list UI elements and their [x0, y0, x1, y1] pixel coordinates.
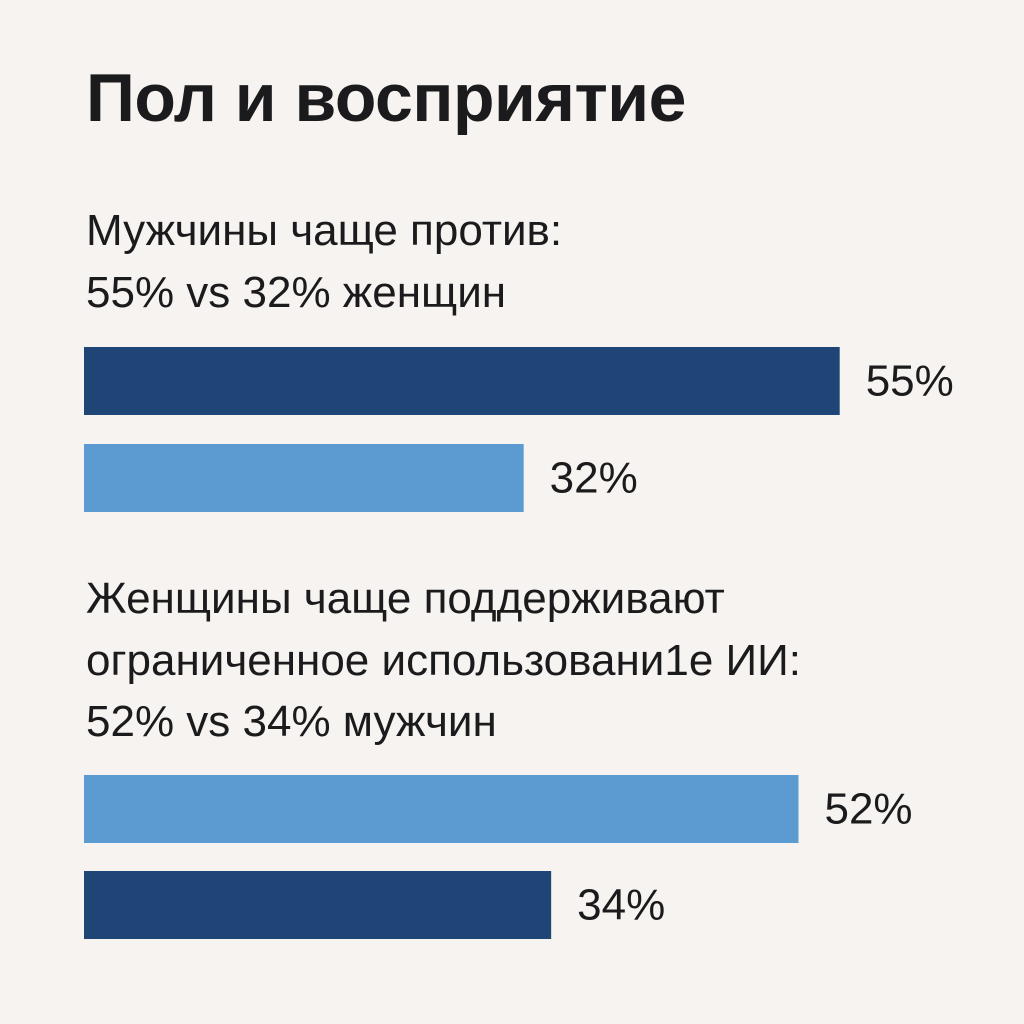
chart-2-subtitle-line: 52% vs 34% мужчин — [86, 697, 497, 747]
chart-1-subtitle-line: Мужчины чаще против: — [86, 206, 563, 255]
bar — [84, 347, 840, 415]
chart-1-subtitle: Мужчины чаще против: 55% vs 32% женщин — [86, 200, 562, 323]
chart-2-subtitle-line: Женщины чаще поддерживают — [86, 574, 725, 623]
chart-1-subtitle-line: 55% vs 32% женщин — [86, 267, 507, 317]
bar-value-label: 52% — [824, 785, 912, 834]
bar — [84, 871, 552, 939]
bar — [84, 444, 524, 512]
bar — [84, 775, 799, 843]
chart-2-subtitle-line: ограниченное использовани1е ИИ: — [86, 635, 802, 685]
chart-2-subtitle: Женщины чаще поддерживают ограниченное и… — [86, 568, 801, 753]
bar-value-label: 32% — [550, 454, 638, 503]
bar-value-label: 34% — [577, 881, 665, 930]
page-title: Пол и восприятие — [86, 60, 686, 136]
bar-value-label: 55% — [866, 357, 954, 406]
